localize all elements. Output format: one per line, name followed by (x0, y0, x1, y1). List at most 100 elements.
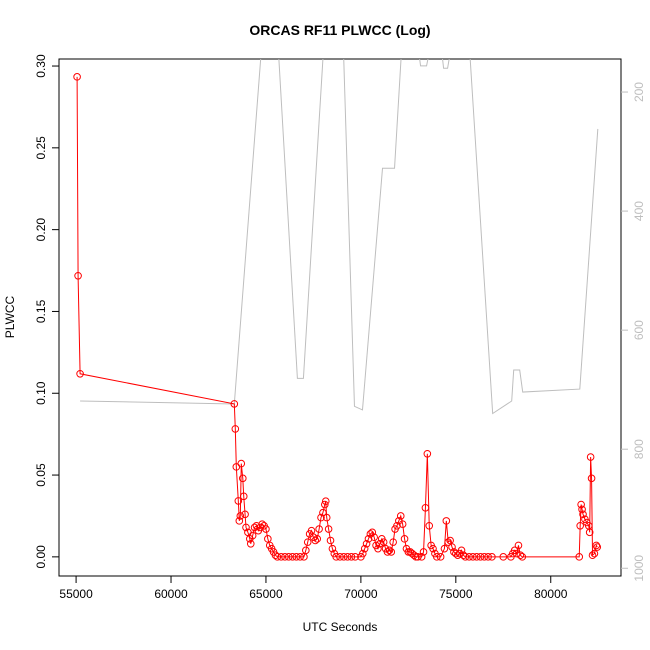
data-point (319, 508, 327, 517)
data-point (258, 520, 266, 528)
data-point (246, 539, 255, 548)
data-point (332, 553, 341, 561)
data-point (588, 551, 597, 560)
data-point (480, 553, 489, 561)
data-point (512, 549, 521, 558)
data-point (242, 523, 250, 532)
data-point (419, 548, 428, 556)
data-point (322, 513, 331, 522)
data-point (313, 535, 322, 543)
data-point (336, 553, 344, 561)
y-tick-label: 0.10 (34, 381, 48, 405)
data-point (321, 500, 329, 509)
data-point (389, 538, 397, 546)
data-point (579, 510, 587, 519)
data-point (281, 553, 289, 561)
y2-tick-label: 200 (632, 82, 646, 102)
data-point (412, 553, 420, 561)
y-tick-label: 0.05 (34, 463, 48, 487)
x-tick-label: 55000 (59, 587, 93, 601)
data-point (231, 425, 240, 433)
data-point (351, 553, 359, 561)
data-point (296, 553, 304, 561)
x-axis-label: UTC Seconds (303, 620, 378, 634)
data-point (273, 553, 282, 561)
data-point (448, 543, 456, 551)
data-point (74, 271, 82, 280)
data-point (376, 539, 384, 548)
data-point (385, 546, 394, 555)
x-tick-label: 70000 (344, 587, 378, 601)
data-point (410, 551, 418, 560)
data-point (362, 539, 371, 548)
data-point (577, 500, 585, 509)
data-point (444, 538, 453, 546)
data-point (576, 521, 584, 530)
data-point (592, 541, 601, 550)
data-point (374, 544, 382, 553)
data-point (237, 459, 246, 468)
data-point (433, 553, 441, 561)
data-point (370, 533, 378, 542)
chart-title: ORCAS RF11 PLWCC (Log) (249, 22, 430, 38)
data-point (364, 535, 373, 543)
data-point (277, 553, 285, 561)
y-axis-label: PLWCC (3, 295, 17, 338)
data-point (292, 553, 301, 561)
data-point (484, 553, 492, 561)
data-point (360, 544, 369, 553)
data-point (239, 492, 248, 501)
data-point (230, 400, 239, 408)
data-point (590, 549, 599, 558)
data-point (383, 548, 392, 556)
data-point (472, 553, 481, 561)
data-point (328, 544, 337, 553)
data-point (575, 553, 584, 561)
data-line (80, 59, 599, 415)
data-point (465, 553, 473, 561)
data-point (288, 553, 297, 561)
y-tick-label: 0.25 (34, 136, 48, 160)
data-point (436, 553, 445, 561)
data-point (461, 553, 470, 561)
y2-tick-label: 600 (632, 320, 646, 340)
data-point (326, 536, 335, 545)
data-point (476, 553, 485, 561)
data-point (421, 503, 430, 512)
data-point (453, 551, 462, 560)
x-tick-label: 80000 (534, 587, 568, 601)
y2-tick-label: 400 (632, 201, 646, 221)
data-point (317, 513, 325, 522)
data-point (459, 551, 468, 560)
data-point (585, 528, 594, 537)
data-point (593, 543, 602, 551)
data-point (315, 525, 323, 533)
data-point (442, 517, 451, 525)
data-point (234, 497, 243, 505)
data-point (271, 551, 280, 560)
data-point (423, 449, 432, 458)
data-point (429, 544, 437, 553)
data-point (368, 528, 377, 537)
x-tick-label: 60000 (154, 587, 188, 601)
y-tick-label: 0.30 (34, 54, 48, 78)
data-point (252, 521, 261, 530)
data-point (586, 453, 595, 461)
data-point (347, 553, 356, 561)
data-point (516, 551, 525, 560)
data-point (302, 546, 310, 555)
data-point (311, 536, 320, 545)
data-point (241, 510, 249, 519)
data-point (425, 521, 434, 530)
data-point (393, 521, 401, 530)
data-point (339, 553, 348, 561)
y2-tick-label: 1000 (632, 555, 646, 582)
data-point (387, 548, 396, 556)
data-point (238, 474, 247, 483)
data-point (499, 553, 508, 561)
data-point (400, 535, 409, 543)
data-point (469, 553, 477, 561)
data-point (235, 517, 244, 525)
data-point (417, 553, 426, 561)
data-point (358, 549, 367, 558)
